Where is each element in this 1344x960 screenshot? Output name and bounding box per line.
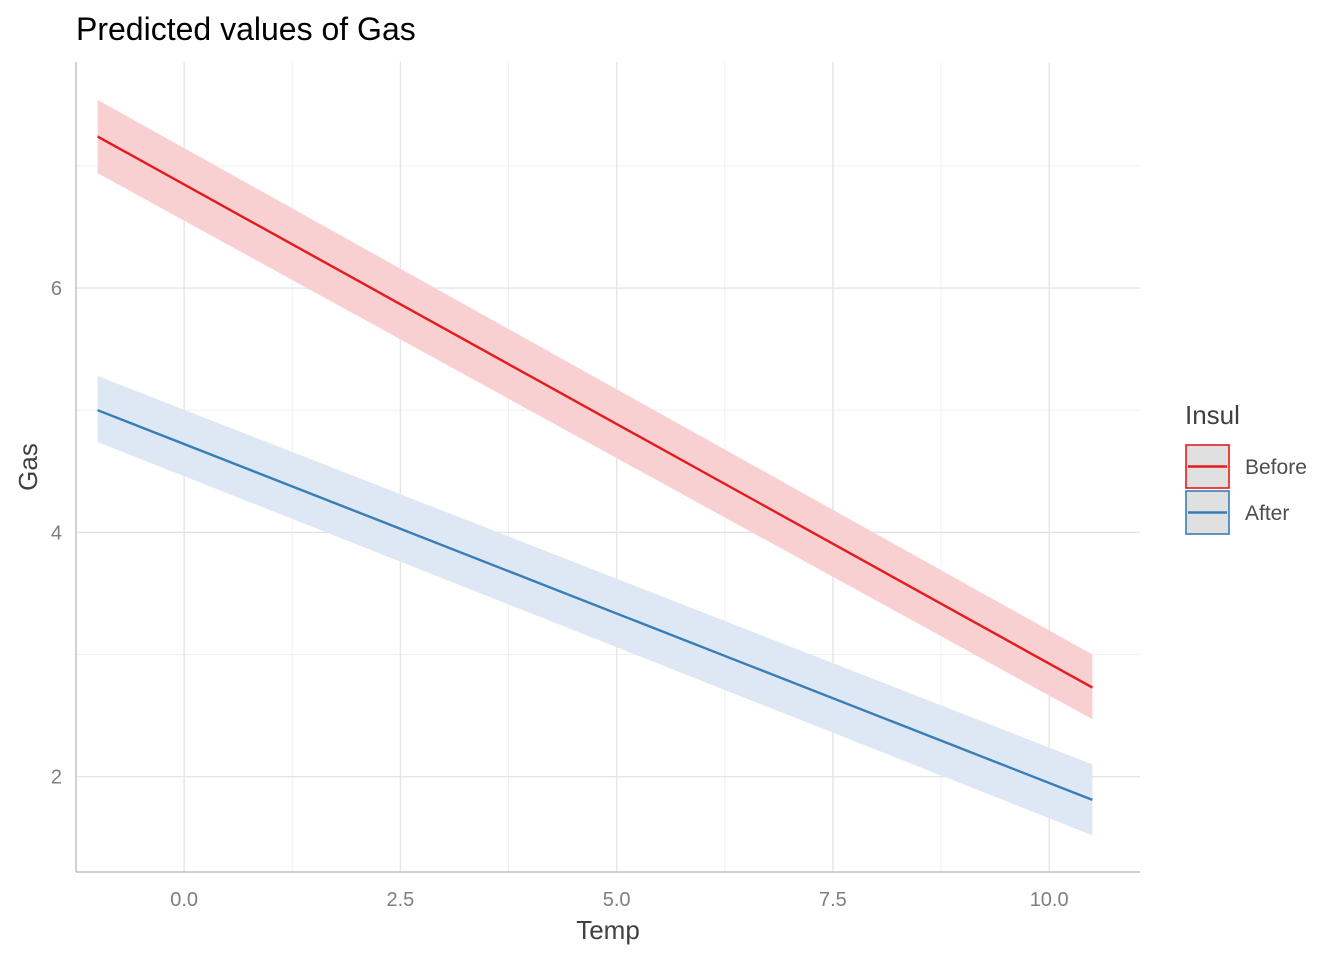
legend-item-before: Before <box>1185 444 1307 489</box>
y-tick-label: 2 <box>51 767 62 789</box>
legend: Insul Before After <box>1185 400 1307 535</box>
legend-title: Insul <box>1185 400 1240 430</box>
prediction-lines <box>97 135 1094 802</box>
legend-label-after: After <box>1245 502 1289 525</box>
x-tick-labels: 0.0 2.5 5.0 7.5 10.0 <box>170 889 1068 911</box>
chart-title: Predicted values of Gas <box>76 11 416 47</box>
x-tick-label: 5.0 <box>603 889 631 911</box>
y-tick-label: 6 <box>51 278 62 300</box>
series-line-before <box>97 135 1094 689</box>
x-tick-label: 2.5 <box>386 889 414 911</box>
x-tick-label: 0.0 <box>170 889 198 911</box>
series-line-after <box>97 409 1093 802</box>
y-tick-label: 4 <box>51 522 62 544</box>
y-tick-labels: 2 4 6 <box>51 278 62 789</box>
x-tick-label: 7.5 <box>819 889 847 911</box>
x-tick-label: 10.0 <box>1030 889 1069 911</box>
legend-label-before: Before <box>1245 456 1307 479</box>
y-axis-title: Gas <box>13 443 43 491</box>
legend-item-after: After <box>1185 490 1289 535</box>
x-axis-title: Temp <box>576 915 640 945</box>
confidence-ribbon-before <box>97 99 1093 720</box>
